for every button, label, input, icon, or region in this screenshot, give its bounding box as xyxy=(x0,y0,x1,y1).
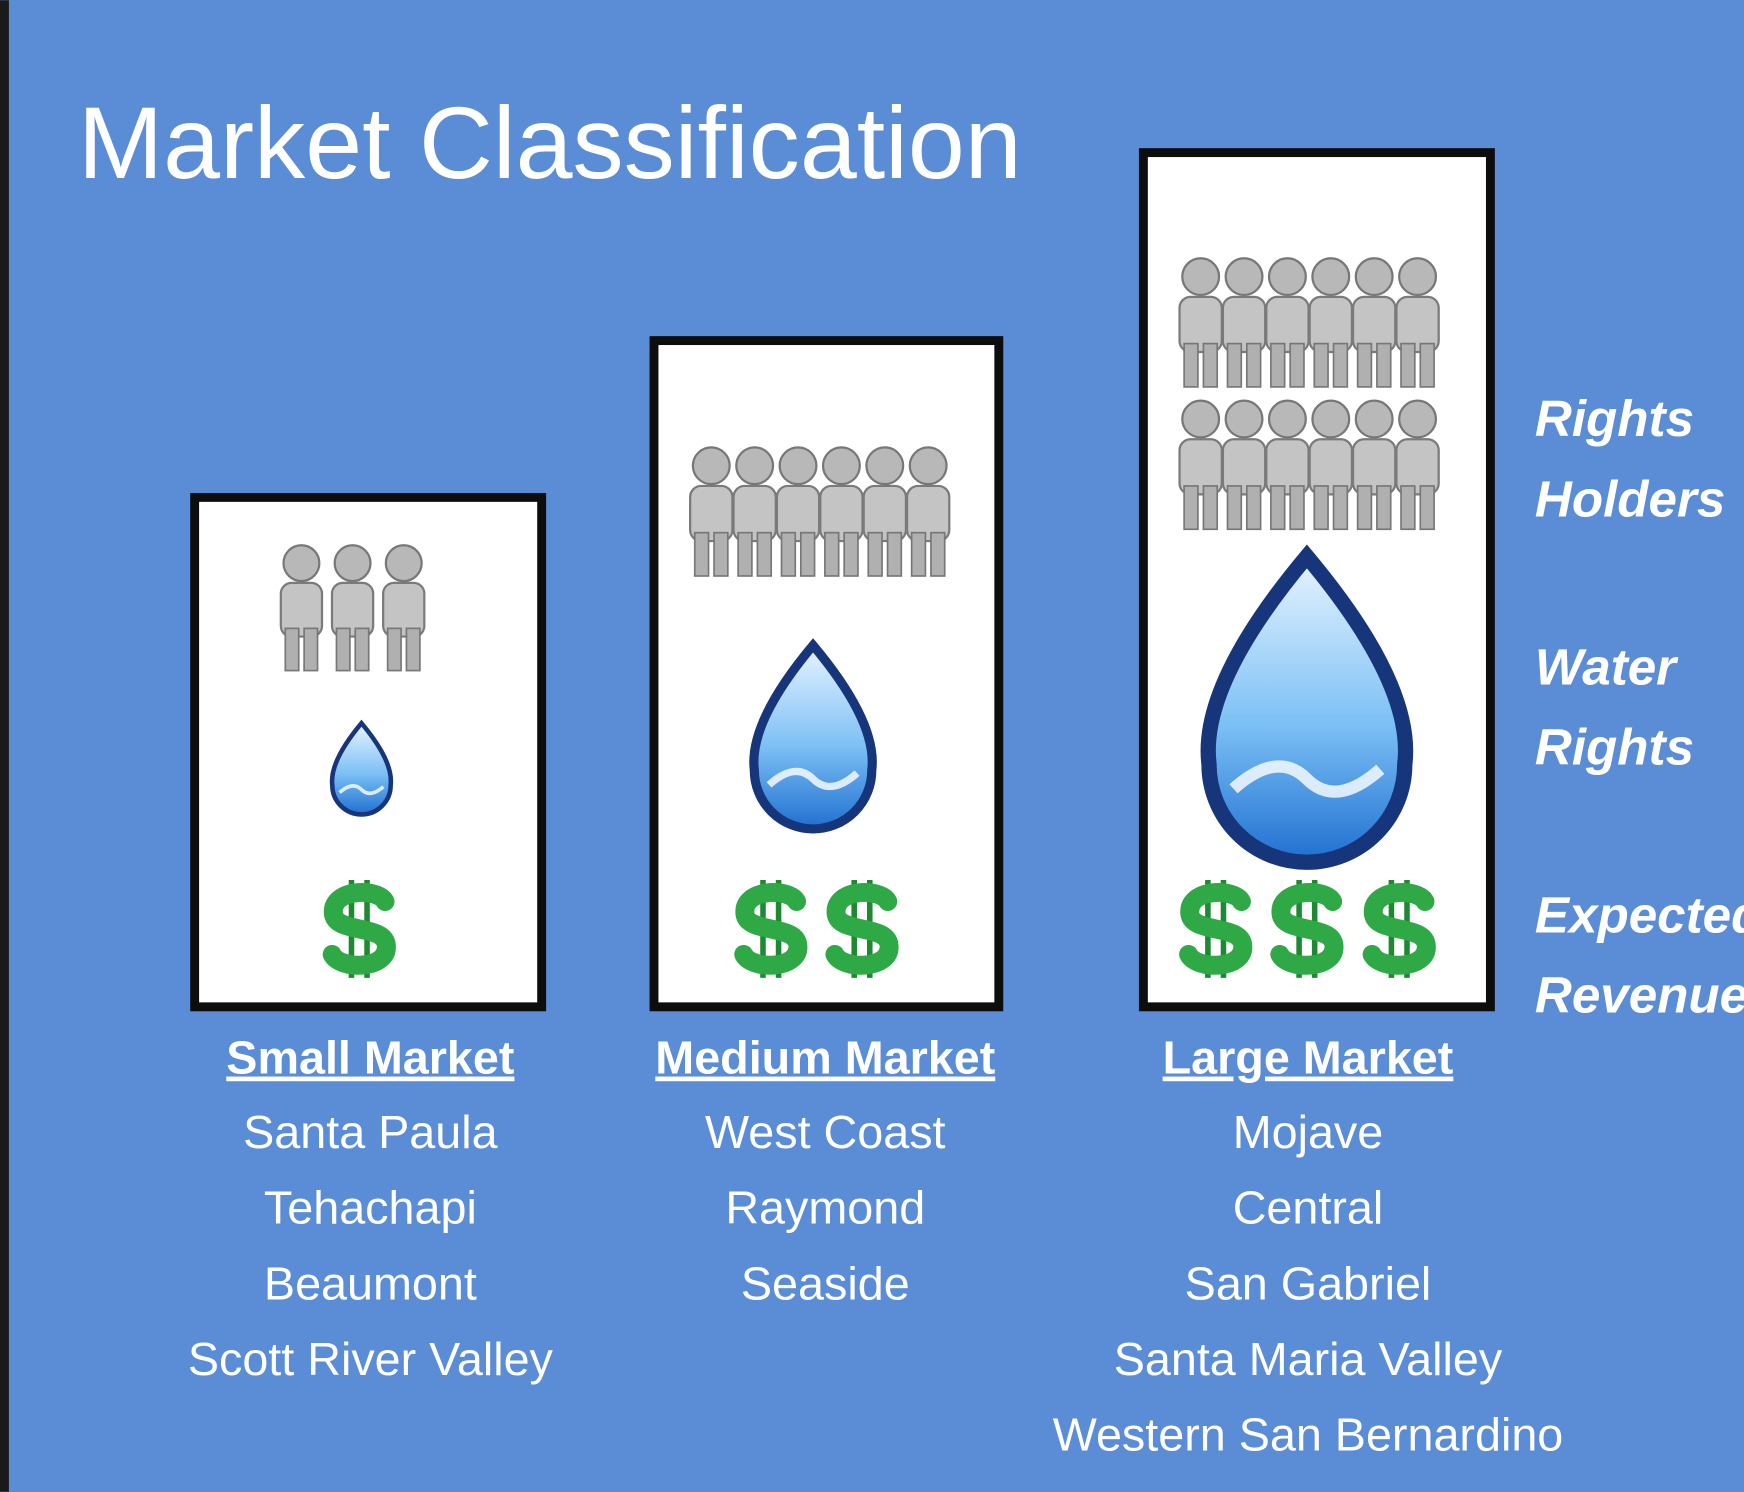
person-head xyxy=(284,545,320,581)
person-head xyxy=(1269,401,1306,438)
person-leg xyxy=(1377,486,1391,529)
person-head xyxy=(1226,401,1263,438)
person-head xyxy=(736,447,773,484)
person-leg xyxy=(1314,486,1328,529)
person-leg xyxy=(781,533,795,576)
person-leg xyxy=(1290,486,1304,529)
person-leg xyxy=(355,628,368,670)
person-leg xyxy=(304,628,317,670)
person-leg xyxy=(912,533,926,576)
person-leg xyxy=(1203,344,1217,387)
slide: Market Classification Small Market Santa … xyxy=(0,0,1744,1492)
legend-label: Rights xyxy=(1535,718,1694,775)
person-leg xyxy=(1203,486,1217,529)
person-leg xyxy=(825,533,839,576)
market-location: Tehachapi xyxy=(264,1182,477,1234)
person-leg xyxy=(1290,344,1304,387)
market-box xyxy=(654,341,999,1007)
person-leg xyxy=(285,628,298,670)
person-leg xyxy=(406,628,419,670)
left-edge xyxy=(0,0,9,1492)
person-head xyxy=(1356,258,1393,295)
person-head xyxy=(1182,258,1219,295)
market-location: Mojave xyxy=(1233,1106,1384,1158)
person-leg xyxy=(801,533,815,576)
person-leg xyxy=(757,533,771,576)
person-head xyxy=(1312,258,1349,295)
market-location: Santa Paula xyxy=(243,1106,497,1158)
market-location: Seaside xyxy=(741,1257,910,1309)
title: Market Classification xyxy=(78,85,1022,200)
legend-label: Water xyxy=(1535,638,1679,695)
person-head xyxy=(386,545,422,581)
legend-label: Holders xyxy=(1535,470,1725,527)
person-leg xyxy=(1401,344,1415,387)
person-leg xyxy=(1334,344,1348,387)
person-leg xyxy=(1358,344,1372,387)
person-leg xyxy=(1184,486,1198,529)
person-leg xyxy=(1271,344,1285,387)
person-leg xyxy=(695,533,709,576)
legend-label: Expected xyxy=(1535,886,1744,943)
person-leg xyxy=(868,533,882,576)
market-location: Raymond xyxy=(725,1182,925,1234)
page: Market Classification Small Market Santa … xyxy=(0,0,1744,1492)
person-leg xyxy=(1228,344,1242,387)
market-box xyxy=(1143,153,1490,1007)
person-head xyxy=(780,447,817,484)
market-location: San Gabriel xyxy=(1185,1257,1432,1309)
person-head xyxy=(823,447,860,484)
market-location: Western San Bernardino xyxy=(1053,1409,1564,1461)
person-leg xyxy=(1377,344,1391,387)
person-head xyxy=(1226,258,1263,295)
market-location: Scott River Valley xyxy=(188,1333,554,1385)
person-leg xyxy=(1247,344,1261,387)
market-location: Beaumont xyxy=(264,1257,477,1309)
person-leg xyxy=(1314,344,1328,387)
market-name: Small Market xyxy=(226,1032,514,1084)
person-head xyxy=(1312,401,1349,438)
person-head xyxy=(1182,401,1219,438)
market-name: Medium Market xyxy=(655,1032,995,1084)
market-location: Central xyxy=(1233,1182,1384,1234)
person-head xyxy=(1269,258,1306,295)
market-location: West Coast xyxy=(705,1106,946,1158)
person-leg xyxy=(1271,486,1285,529)
person-head xyxy=(910,447,947,484)
person-leg xyxy=(1358,486,1372,529)
market-name: Large Market xyxy=(1163,1032,1454,1084)
person-head xyxy=(1399,401,1436,438)
person-leg xyxy=(931,533,945,576)
market-box xyxy=(195,497,542,1006)
person-leg xyxy=(714,533,728,576)
person-leg xyxy=(388,628,401,670)
person-leg xyxy=(1420,344,1434,387)
person-leg xyxy=(1420,486,1434,529)
person-leg xyxy=(1401,486,1415,529)
person-leg xyxy=(1247,486,1261,529)
person-head xyxy=(1399,258,1436,295)
person-head xyxy=(866,447,903,484)
person-leg xyxy=(1228,486,1242,529)
person-leg xyxy=(336,628,349,670)
person-head xyxy=(693,447,730,484)
person-head xyxy=(1356,401,1393,438)
person-leg xyxy=(1334,486,1348,529)
person-leg xyxy=(1184,344,1198,387)
legend-label: Rights xyxy=(1535,390,1694,447)
market-location: Santa Maria Valley xyxy=(1114,1333,1503,1385)
legend-label: Revenue xyxy=(1535,966,1744,1023)
person-leg xyxy=(844,533,858,576)
person-leg xyxy=(738,533,752,576)
person-leg xyxy=(888,533,902,576)
person-head xyxy=(335,545,371,581)
